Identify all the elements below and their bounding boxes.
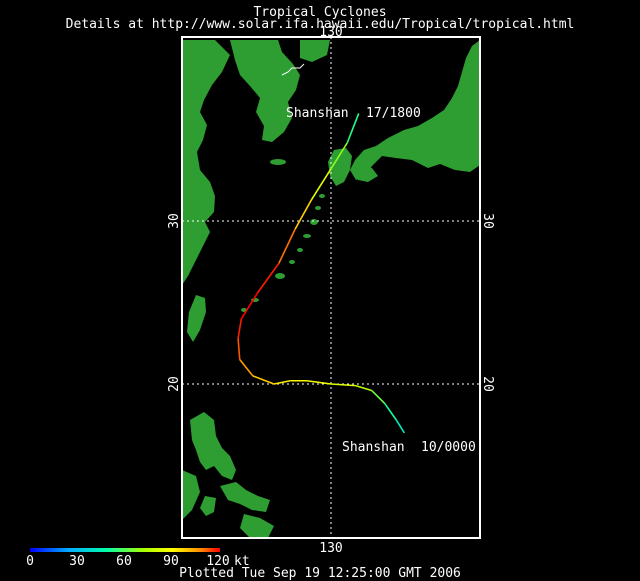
land-japan-honshu — [350, 40, 480, 180]
track-segment — [237, 318, 243, 339]
legend-tick-label: 30 — [69, 554, 85, 569]
land-jeju — [270, 159, 286, 165]
legend-tick-label: 120 — [206, 554, 229, 569]
land-island — [310, 219, 318, 225]
legend-unit: kt — [234, 554, 250, 569]
border-line — [281, 63, 305, 76]
storm-end-name: Shanshan — [286, 106, 349, 121]
track-segment — [330, 383, 356, 387]
track-segment — [330, 142, 348, 170]
track-segment — [273, 379, 291, 385]
track-segment — [237, 338, 241, 360]
storm-start-time: 10/0000 — [421, 440, 476, 455]
lat-label-left-30: 30 — [167, 213, 182, 229]
land-island — [303, 234, 311, 238]
land-masses — [182, 40, 480, 538]
legend-tick-label: 90 — [163, 554, 179, 569]
track-segment — [346, 113, 360, 144]
track-segment — [294, 199, 313, 230]
legend-tick-label: 60 — [116, 554, 132, 569]
land-northeast — [300, 40, 330, 62]
track-segment — [257, 262, 280, 294]
legend-ticks: 0 30 60 90 120 kt — [26, 554, 250, 569]
lon-label-top: 130 — [319, 25, 342, 40]
land-island — [297, 248, 303, 252]
track-segment — [306, 379, 332, 385]
track-segment — [384, 403, 397, 421]
land-visayas — [220, 482, 270, 512]
track-segment — [239, 359, 254, 377]
land-taiwan — [187, 295, 206, 342]
legend-tick-label: 0 — [26, 554, 34, 569]
track-segment — [252, 375, 275, 385]
land-island — [275, 273, 285, 279]
land-island — [315, 206, 321, 210]
track-segment — [395, 419, 406, 434]
land-mindanao-north — [182, 470, 200, 520]
land-island — [319, 194, 325, 198]
legend-colorbar — [30, 548, 220, 552]
page-subtitle: Details at http://www.solar.ifa.hawaii.e… — [65, 17, 575, 32]
page-title: Tropical Cyclones — [253, 5, 387, 20]
land-samar — [240, 514, 274, 538]
plot-timestamp: Plotted Tue Sep 19 12:25:00 GMT 2006 — [179, 566, 461, 581]
land-philippines — [190, 412, 236, 480]
lat-label-right-20: 20 — [480, 376, 495, 392]
land-japan-shikoku — [356, 168, 378, 182]
storm-start-name: Shanshan — [342, 440, 405, 455]
lat-label-left-20: 20 — [167, 376, 182, 392]
land-china — [182, 40, 230, 285]
track-segment — [278, 228, 296, 264]
track-segment — [240, 292, 259, 320]
lon-label-bottom: 130 — [319, 541, 342, 556]
track-segment — [371, 389, 386, 405]
storm-end-time: 17/1800 — [366, 106, 421, 121]
storm-track — [237, 113, 406, 434]
track-segment — [355, 384, 372, 392]
lat-label-right-30: 30 — [480, 213, 495, 229]
land-island — [289, 260, 295, 264]
land-korea — [230, 40, 300, 142]
land-japan-kyushu — [328, 148, 352, 186]
track-segment — [310, 168, 332, 201]
land-mindoro — [200, 496, 216, 516]
